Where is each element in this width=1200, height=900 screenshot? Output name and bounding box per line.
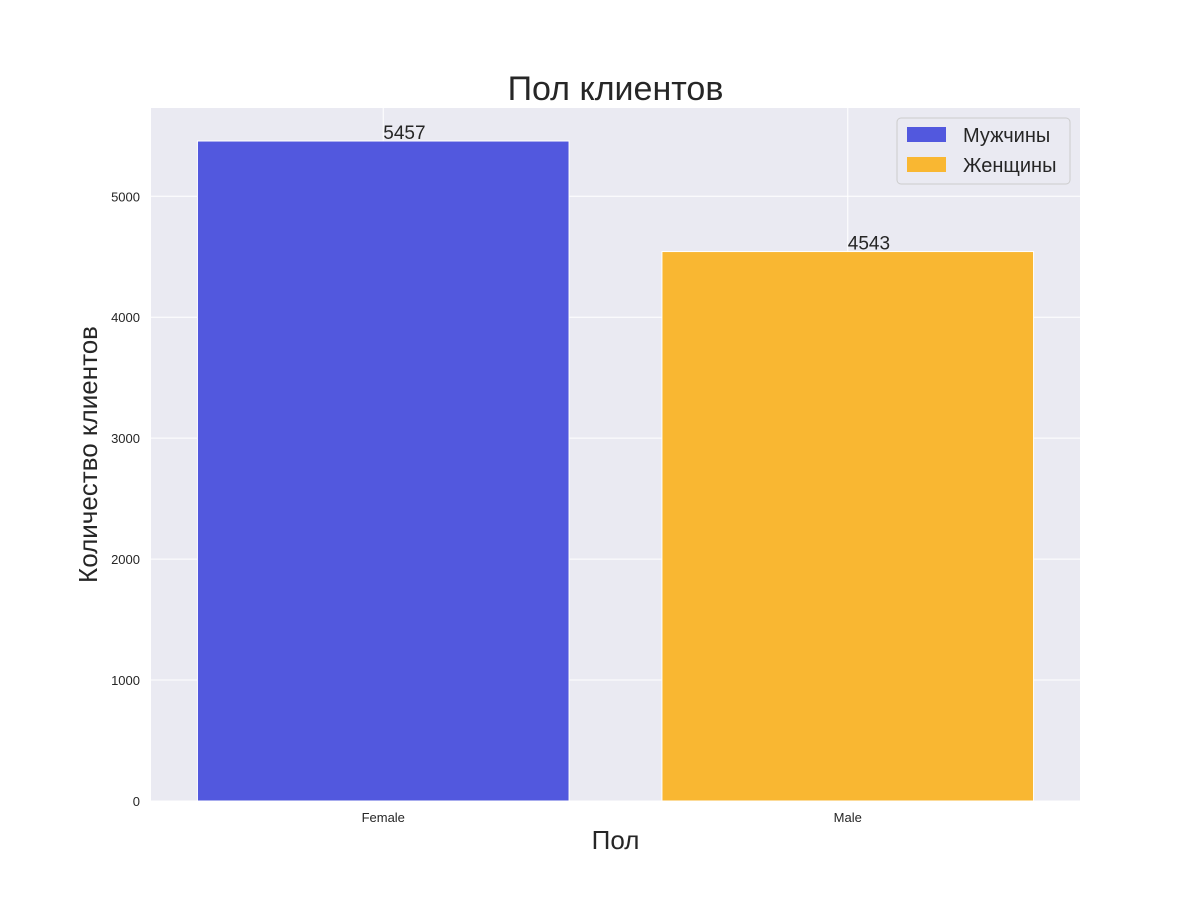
legend-swatch-women	[907, 157, 946, 172]
x-tick-label: Female	[362, 810, 405, 825]
y-tick-label: 2000	[111, 552, 140, 567]
legend-swatch-men	[907, 127, 946, 142]
y-tick-label: 5000	[111, 189, 140, 204]
legend: Мужчины Женщины	[896, 117, 1071, 185]
axis-ticks: 0 1000 2000 3000 4000 5000 Female Male	[111, 189, 862, 825]
y-tick-label: 1000	[111, 673, 140, 688]
bar-value-label: 4543	[848, 234, 890, 255]
y-tick-label: 0	[133, 794, 140, 809]
chart-title: Пол клиентов	[508, 70, 724, 108]
bar-male	[661, 251, 1035, 802]
legend-label-women: Женщины	[963, 155, 1056, 177]
y-axis-label: Количество клиентов	[73, 326, 103, 583]
bar-value-label: 5457	[383, 123, 425, 144]
bar-female	[196, 140, 570, 802]
bars: 5457 4543	[196, 123, 1035, 802]
y-tick-label: 3000	[111, 431, 140, 446]
legend-label-men: Мужчины	[963, 125, 1050, 147]
x-axis-label: Пол	[592, 825, 640, 855]
y-tick-label: 4000	[111, 310, 140, 325]
x-tick-label: Male	[834, 810, 862, 825]
